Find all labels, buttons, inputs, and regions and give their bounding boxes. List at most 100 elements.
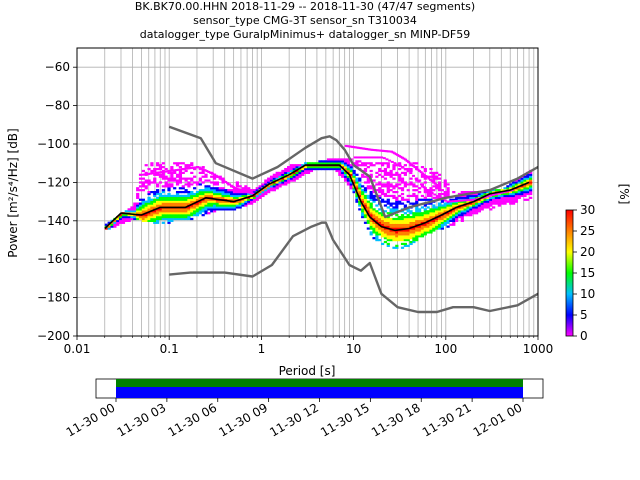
- psd-cell: [409, 229, 413, 232]
- psd-cell: [429, 175, 433, 178]
- title-line-1: BK.BK70.00.HHN 2018-11-29 -- 2018-11-30 …: [135, 0, 475, 13]
- psd-outlier-cell: [386, 150, 390, 153]
- psd-cell: [212, 208, 217, 211]
- psd-cell: [255, 198, 259, 201]
- psd-cell: [252, 200, 257, 203]
- psd-cell: [232, 208, 237, 211]
- psd-cell: [332, 160, 336, 163]
- psd-cell: [187, 191, 191, 194]
- psd-cell: [201, 208, 205, 211]
- psd-cell: [511, 194, 516, 198]
- psd-cell: [136, 187, 140, 190]
- psd-outlier-cell: [177, 168, 181, 171]
- psd-cell: [366, 204, 370, 207]
- psd-cell: [124, 219, 128, 222]
- psd-cell: [144, 164, 148, 167]
- psd-cell: [363, 194, 368, 198]
- psd-cell: [170, 214, 174, 217]
- psd-cell: [175, 181, 180, 184]
- psd-cell: [187, 212, 191, 215]
- psd-cell: [383, 171, 388, 174]
- psd-cell: [463, 208, 467, 211]
- psd-cell: [378, 189, 382, 192]
- psd-cell: [269, 179, 274, 182]
- psd-cell: [378, 229, 382, 232]
- psd-cell: [181, 210, 185, 213]
- psd-cell: [440, 204, 444, 207]
- psd-cell: [460, 219, 464, 222]
- psd-cell: [386, 189, 390, 192]
- psd-cell: [175, 196, 180, 199]
- psd-cell: [141, 183, 145, 186]
- psd-cell: [383, 229, 388, 232]
- psd-cell: [281, 169, 285, 173]
- psd-cell: [466, 191, 470, 194]
- psd-cell: [295, 164, 299, 167]
- psd-cell: [437, 212, 442, 215]
- psd-cell: [398, 194, 402, 198]
- psd-cell: [452, 221, 456, 224]
- psd-cell: [201, 171, 205, 174]
- psd-cell: [175, 208, 180, 211]
- psd-cell: [278, 171, 282, 174]
- psd-cell: [210, 208, 214, 211]
- psd-cell: [435, 225, 439, 228]
- psd-cell: [420, 219, 425, 222]
- psd-cell: [372, 215, 376, 219]
- psd-cell: [346, 167, 351, 171]
- colorbar-tick-label: 0: [580, 329, 588, 343]
- psd-cell: [193, 167, 197, 171]
- psd-outlier-cell: [412, 174, 416, 177]
- psd-cell: [343, 166, 348, 169]
- psd-cell: [321, 167, 325, 171]
- timeline-tick-label: 11-30 18: [369, 400, 423, 439]
- psd-cell: [395, 246, 399, 249]
- psd-cell: [198, 171, 202, 174]
- psd-outlier-cell: [360, 147, 364, 150]
- psd-cell: [161, 185, 165, 188]
- psd-cell: [161, 196, 165, 199]
- psd-cell: [170, 171, 174, 174]
- psd-cell: [460, 210, 464, 213]
- psd-cell: [375, 189, 379, 192]
- psd-cell: [400, 177, 405, 180]
- psd-cell: [136, 202, 140, 205]
- psd-cell: [514, 200, 519, 203]
- psd-cell: [395, 235, 399, 238]
- psd-cell: [386, 217, 390, 221]
- psd-cell: [224, 189, 228, 192]
- psd-cell: [167, 183, 171, 186]
- psd-cell: [423, 169, 427, 173]
- psd-cell: [446, 217, 450, 221]
- psd-cell: [517, 179, 521, 182]
- psd-cell: [429, 229, 433, 232]
- psd-cell: [204, 200, 208, 203]
- psd-cell: [329, 162, 333, 165]
- psd-cell: [315, 167, 319, 171]
- psd-cell: [238, 192, 242, 196]
- psd-cell: [193, 212, 197, 215]
- timeline-tick-label: 12-01 00: [471, 400, 525, 439]
- psd-cell: [460, 214, 464, 217]
- psd-cell: [395, 171, 399, 174]
- psd-outlier-cell: [216, 176, 220, 179]
- psd-cell: [195, 202, 200, 205]
- psd-cell: [420, 221, 425, 224]
- psd-cell: [366, 177, 370, 180]
- psd-cell: [400, 215, 405, 219]
- psd-cell: [161, 173, 165, 176]
- psd-cell: [429, 219, 433, 222]
- psd-cell: [409, 221, 413, 224]
- psd-cell: [161, 189, 165, 192]
- psd-cell: [193, 198, 197, 201]
- psd-cell: [164, 208, 168, 211]
- psd-cell: [326, 160, 331, 163]
- psd-cell: [138, 208, 143, 211]
- psd-cell: [358, 192, 362, 196]
- psd-cell: [232, 198, 237, 201]
- psd-cell: [184, 177, 188, 180]
- psd-cell: [446, 206, 450, 209]
- psd-cell: [193, 181, 197, 184]
- psd-cell: [170, 210, 174, 213]
- psd-cell: [167, 179, 171, 182]
